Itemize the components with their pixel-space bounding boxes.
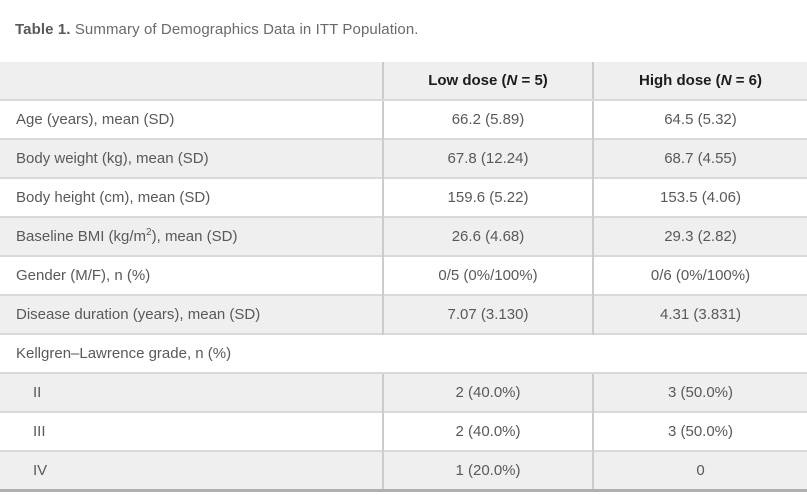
cell-low-dose: 1 (20.0%) xyxy=(382,450,593,491)
row-label: Body weight (kg), mean (SD) xyxy=(0,138,383,178)
table-row-age: Age (years), mean (SD) 66.2 (5.89) 64.5 … xyxy=(0,99,807,139)
cell-low-dose: 2 (40.0%) xyxy=(382,411,593,451)
row-label-span: Kellgren–Lawrence grade, n (%) xyxy=(0,333,807,373)
cell-high-dose: 0/6 (0%/100%) xyxy=(592,255,807,295)
row-label: Baseline BMI (kg/m2), mean (SD) xyxy=(0,216,383,256)
column-header-low-dose: Low dose (N = 5) xyxy=(382,62,593,101)
table-caption-label: Table 1. xyxy=(15,21,71,38)
table-row-grade-2: II 2 (40.0%) 3 (50.0%) xyxy=(0,372,807,412)
cell-low-dose: 159.6 (5.22) xyxy=(382,177,593,217)
row-label: IV xyxy=(0,450,383,491)
row-label: III xyxy=(0,411,383,451)
table-row-grade-3: III 2 (40.0%) 3 (50.0%) xyxy=(0,411,807,451)
cell-high-dose: 3 (50.0%) xyxy=(592,372,807,412)
cell-low-dose: 2 (40.0%) xyxy=(382,372,593,412)
table-row-kellgren-lawrence: Kellgren–Lawrence grade, n (%) xyxy=(0,333,807,373)
row-label: Body height (cm), mean (SD) xyxy=(0,177,383,217)
cell-high-dose: 64.5 (5.32) xyxy=(592,99,807,139)
cell-high-dose: 68.7 (4.55) xyxy=(592,138,807,178)
cell-low-dose: 0/5 (0%/100%) xyxy=(382,255,593,295)
cell-high-dose: 3 (50.0%) xyxy=(592,411,807,451)
cell-low-dose: 26.6 (4.68) xyxy=(382,216,593,256)
cell-low-dose: 7.07 (3.130) xyxy=(382,294,593,334)
cell-high-dose: 153.5 (4.06) xyxy=(592,177,807,217)
table-row-grade-4: IV 1 (20.0%) 0 xyxy=(0,450,807,491)
table-row-disease-duration: Disease duration (years), mean (SD) 7.07… xyxy=(0,294,807,334)
row-label: Age (years), mean (SD) xyxy=(0,99,383,139)
table-row-baseline-bmi: Baseline BMI (kg/m2), mean (SD) 26.6 (4.… xyxy=(0,216,807,256)
table-row-gender: Gender (M/F), n (%) 0/5 (0%/100%) 0/6 (0… xyxy=(0,255,807,295)
cell-low-dose: 67.8 (12.24) xyxy=(382,138,593,178)
column-header-high-dose: High dose (N = 6) xyxy=(592,62,807,101)
row-label: II xyxy=(0,372,383,412)
table-row-body-height: Body height (cm), mean (SD) 159.6 (5.22)… xyxy=(0,177,807,217)
cell-high-dose: 0 xyxy=(592,450,807,491)
table-caption-text: Summary of Demographics Data in ITT Popu… xyxy=(70,21,419,38)
table-caption: Table 1. Summary of Demographics Data in… xyxy=(0,0,807,62)
header-row: Low dose (N = 5) High dose (N = 6) xyxy=(0,62,807,101)
row-label: Disease duration (years), mean (SD) xyxy=(0,294,383,334)
row-label: Gender (M/F), n (%) xyxy=(0,255,383,295)
table-row-body-weight: Body weight (kg), mean (SD) 67.8 (12.24)… xyxy=(0,138,807,178)
cell-low-dose: 66.2 (5.89) xyxy=(382,99,593,139)
italic-n: N xyxy=(506,72,518,89)
superscript-2: 2 xyxy=(146,227,152,238)
column-header-empty xyxy=(0,62,383,101)
cell-high-dose: 4.31 (3.831) xyxy=(592,294,807,334)
demographics-table: Low dose (N = 5) High dose (N = 6) Age (… xyxy=(0,62,807,492)
cell-high-dose: 29.3 (2.82) xyxy=(592,216,807,256)
italic-n: N xyxy=(720,72,732,89)
